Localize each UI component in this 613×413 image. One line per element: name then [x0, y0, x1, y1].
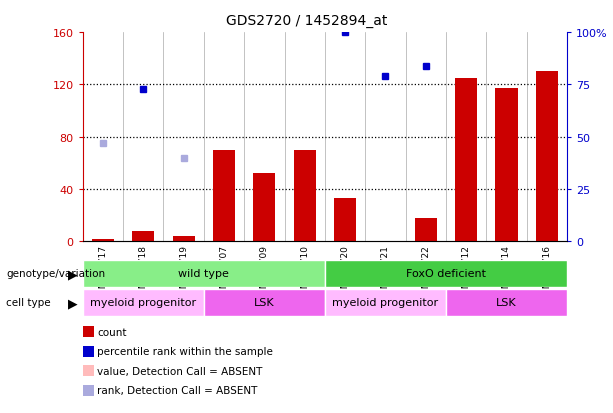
- Bar: [495, 89, 517, 242]
- Bar: [294, 150, 316, 242]
- Text: ▶: ▶: [68, 296, 78, 309]
- Text: cell type: cell type: [6, 298, 51, 308]
- Bar: [455, 78, 478, 242]
- Bar: [92, 239, 114, 242]
- Text: LSK: LSK: [254, 297, 275, 308]
- Text: percentile rank within the sample: percentile rank within the sample: [97, 347, 273, 356]
- Text: genotype/variation: genotype/variation: [6, 269, 105, 279]
- Bar: [253, 174, 275, 242]
- Text: FoxO deficient: FoxO deficient: [406, 268, 486, 279]
- Bar: [132, 231, 154, 242]
- Bar: [414, 218, 437, 242]
- Bar: [172, 236, 195, 242]
- Text: myeloid progenitor: myeloid progenitor: [332, 297, 438, 308]
- Bar: [325, 289, 446, 316]
- Bar: [325, 260, 567, 287]
- Bar: [334, 199, 356, 242]
- Bar: [213, 150, 235, 242]
- Bar: [536, 72, 558, 242]
- Text: wild type: wild type: [178, 268, 229, 279]
- Text: GDS2720 / 1452894_at: GDS2720 / 1452894_at: [226, 14, 387, 28]
- Text: rank, Detection Call = ABSENT: rank, Detection Call = ABSENT: [97, 385, 258, 395]
- Text: LSK: LSK: [496, 297, 517, 308]
- Text: count: count: [97, 327, 127, 337]
- Bar: [446, 289, 567, 316]
- Bar: [83, 260, 325, 287]
- Text: value, Detection Call = ABSENT: value, Detection Call = ABSENT: [97, 366, 263, 376]
- Bar: [204, 289, 325, 316]
- Text: ▶: ▶: [68, 267, 78, 280]
- Text: myeloid progenitor: myeloid progenitor: [90, 297, 196, 308]
- Bar: [83, 289, 204, 316]
